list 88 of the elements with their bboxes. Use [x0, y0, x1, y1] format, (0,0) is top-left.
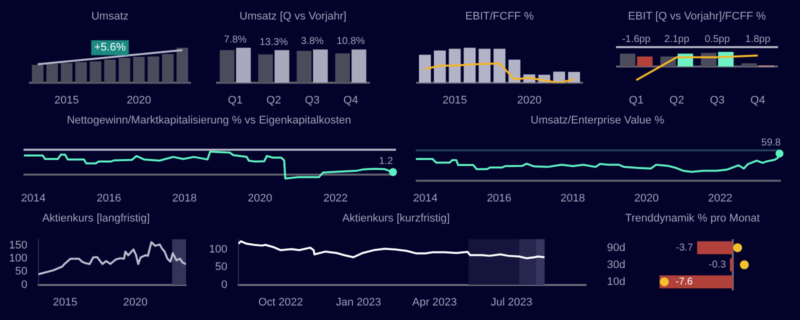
bar [478, 48, 491, 83]
x-tick-label: Jul 2023 [490, 296, 532, 308]
bar [133, 56, 145, 83]
x-tick-label: 2016 [96, 192, 122, 204]
chart-title: EBIT/FCFF % [465, 10, 534, 23]
bar [741, 63, 757, 66]
y-tick-label: 30d [606, 258, 626, 271]
y-tick-label: 100 [208, 243, 228, 256]
chart-title: Aktienkurs [langfristig] [42, 212, 150, 225]
bar [296, 50, 312, 83]
x-tick-label: 2015 [442, 94, 468, 106]
annotation: 13.3% [260, 36, 288, 48]
annotation: 3.8% [300, 36, 324, 48]
bar [620, 54, 636, 66]
chart-title: Aktienkurs [kurzfristig] [342, 212, 450, 225]
bar [637, 56, 653, 66]
annotation: 7.8% [224, 34, 247, 46]
chart-title: Umsatz/Enterprise Value % [530, 114, 665, 127]
bar [274, 50, 290, 83]
bar [118, 58, 130, 83]
x-tick-label: Q1 [228, 94, 243, 106]
x-tick-label: Q4 [750, 94, 766, 106]
x-tick-label: 2020 [123, 296, 148, 308]
x-tick-label: 2015 [54, 94, 79, 106]
bar [176, 48, 188, 83]
x-tick-label: Q3 [304, 94, 320, 106]
annotation: 1.2 [379, 156, 394, 167]
bar [32, 64, 44, 83]
chart-title: Umsatz [Q vs Vorjahr] [240, 10, 346, 23]
bar [75, 62, 87, 83]
y-tick-label: 90d [606, 242, 626, 254]
chart-title: Trenddynamik % pro Monat [625, 212, 760, 225]
bar [46, 64, 58, 83]
bar [104, 60, 116, 83]
y-tick-label: 150 [8, 239, 28, 252]
bar [352, 49, 366, 83]
x-tick-label: 2020 [634, 192, 659, 204]
bar [148, 56, 160, 83]
x-tick-label: Q3 [710, 94, 725, 106]
chart-title: Nettogewinn/Marktkapitalisierung % vs Eigenkapitalkosten [66, 114, 352, 127]
x-tick-label: 2018 [560, 192, 586, 204]
x-tick-label: 2018 [172, 192, 197, 204]
y-tick-label: 0 [21, 278, 28, 291]
bar [90, 61, 102, 83]
x-tick-label: Q2 [669, 94, 684, 106]
chart-title: Umsatz [91, 10, 129, 23]
x-tick-label: 2022 [708, 192, 732, 204]
x-tick-label: 2016 [486, 192, 512, 204]
y-tick-label: 50 [215, 261, 228, 274]
x-tick-label: 2020 [248, 192, 272, 204]
x-tick-label: 2022 [323, 192, 348, 204]
y-tick-label: 10d [606, 276, 626, 288]
data-label: -0.3 [708, 260, 726, 271]
bar [335, 53, 350, 83]
bar [258, 54, 273, 83]
annotation: -1.6pp [622, 34, 651, 45]
annotation: 10.8% [336, 36, 366, 48]
x-tick-label: 2020 [126, 94, 152, 106]
data-label: -7.6 [675, 276, 694, 288]
data-label: -3.7 [676, 242, 694, 254]
annotation: 1.8pp [745, 34, 771, 45]
bar [60, 63, 72, 83]
x-tick-label: Apr 2023 [412, 296, 457, 308]
chart-title: EBIT [Q vs Vorjahr]/FCFF % [628, 10, 766, 23]
annotation: +5.6% [94, 42, 126, 54]
annotation: 2.1pp [664, 34, 690, 45]
bar [313, 49, 328, 83]
bar [494, 48, 506, 83]
x-tick-label: 2014 [21, 192, 46, 204]
bar [418, 54, 431, 83]
x-tick-label: Jan 2023 [336, 296, 382, 308]
x-tick-label: Q1 [628, 94, 644, 106]
bar [220, 50, 234, 83]
y-tick-label: 100 [8, 252, 28, 264]
x-tick-label: 2015 [52, 296, 78, 308]
x-tick-label: Q2 [266, 94, 282, 106]
bar [162, 54, 174, 83]
bar [236, 48, 251, 83]
y-tick-label: 50 [15, 266, 28, 278]
x-tick-label: Q4 [343, 94, 358, 106]
bar [464, 48, 476, 83]
x-tick-label: 2020 [517, 94, 542, 106]
bar [434, 50, 446, 83]
x-tick-label: Oct 2022 [258, 296, 303, 308]
y-tick-label: 0 [221, 278, 228, 291]
x-tick-label: 2014 [413, 192, 438, 204]
annotation: 59.8 [761, 137, 782, 148]
annotation: 0.5pp [704, 34, 730, 45]
